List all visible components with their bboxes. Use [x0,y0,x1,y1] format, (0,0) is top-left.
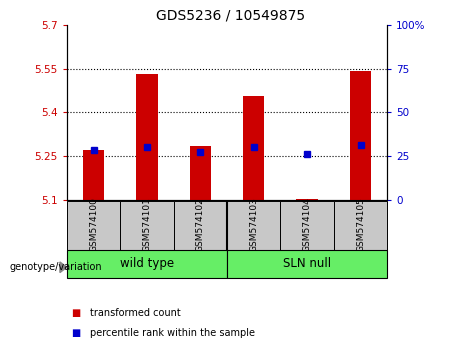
Bar [67,201,120,250]
Text: genotype/variation: genotype/variation [9,262,102,272]
Text: GSM574100: GSM574100 [89,197,98,252]
Text: transformed count: transformed count [90,308,181,318]
Bar [296,199,318,200]
Text: SLN null: SLN null [283,257,331,270]
Bar [243,96,265,200]
Text: GDS5236 / 10549875: GDS5236 / 10549875 [156,9,305,23]
Text: GSM574105: GSM574105 [356,197,365,252]
Bar [136,74,158,200]
Text: GSM574101: GSM574101 [142,197,152,252]
Text: percentile rank within the sample: percentile rank within the sample [90,328,255,338]
Bar [189,146,211,200]
Bar [334,201,387,250]
Bar [174,201,227,250]
Bar [67,250,227,278]
Bar [227,250,387,278]
Text: wild type: wild type [120,257,174,270]
Bar [280,201,334,250]
Bar [227,201,280,250]
Bar [350,71,371,200]
Text: GSM574104: GSM574104 [302,197,312,252]
Polygon shape [60,262,67,273]
Text: ■: ■ [71,328,81,338]
Text: ■: ■ [71,308,81,318]
Text: GSM574102: GSM574102 [196,197,205,252]
Bar [83,150,104,200]
Bar [120,201,174,250]
Text: GSM574103: GSM574103 [249,197,258,252]
